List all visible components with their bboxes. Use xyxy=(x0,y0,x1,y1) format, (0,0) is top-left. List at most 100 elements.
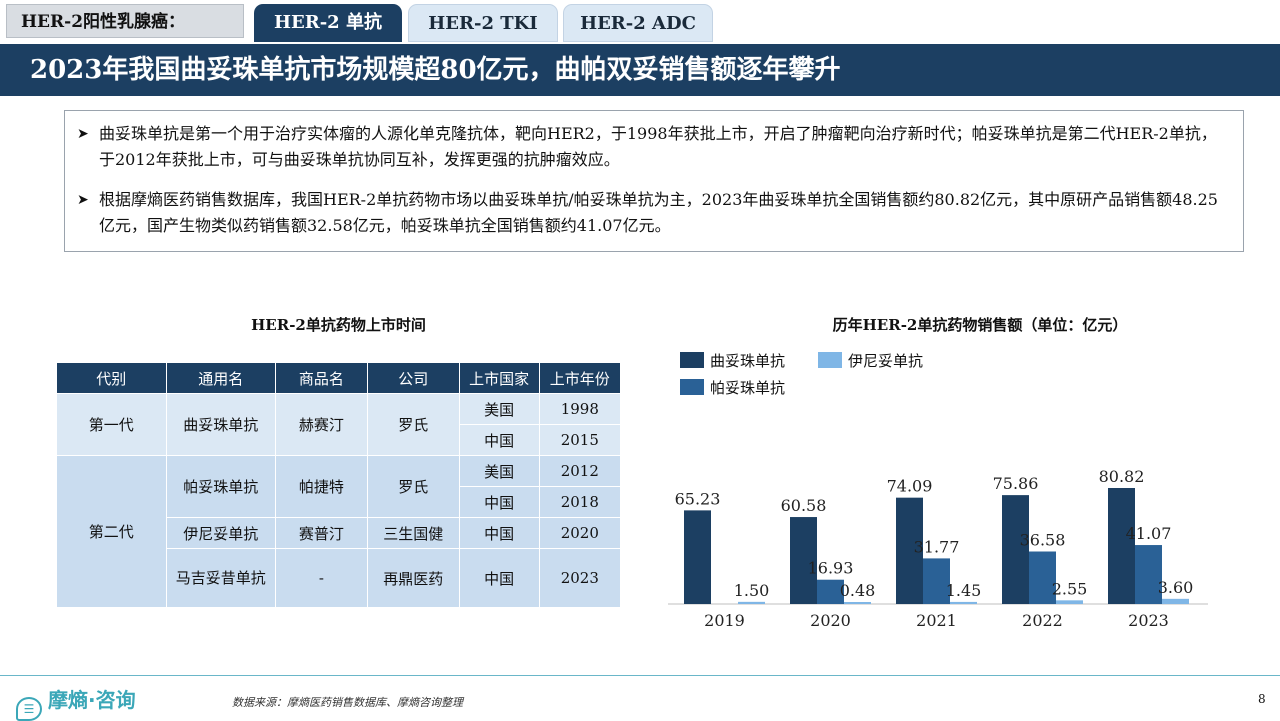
legend-item: 曲妥珠单抗 xyxy=(680,350,785,371)
year-cell: 2020 xyxy=(538,517,622,549)
data-label: 41.07 xyxy=(1126,524,1172,543)
bar-2-2020 xyxy=(844,602,871,604)
page-number: 8 xyxy=(1258,692,1266,706)
topic-label: HER-2阳性乳腺癌： xyxy=(6,4,244,38)
company-cell: 三生国健 xyxy=(366,517,460,549)
legend-swatch xyxy=(818,352,842,368)
bar-2-2023 xyxy=(1162,598,1189,604)
brand-cell: 赫赛汀 xyxy=(275,393,368,456)
country-cell: 中国 xyxy=(458,424,540,456)
col-header: 上市年份 xyxy=(538,362,622,394)
legend-item: 伊尼妥单抗 xyxy=(818,350,923,371)
table-row: 中国 2015 xyxy=(57,424,622,456)
table-row: 马吉妥昔单抗 - 再鼎医药 中国 2023 xyxy=(57,548,622,608)
x-tick-label: 2021 xyxy=(916,611,957,630)
bullet-item: ➤ 根据摩熵医药销售数据库，我国HER-2单抗药物市场以曲妥珠单抗/帕妥珠单抗为… xyxy=(77,187,1229,239)
footer-divider xyxy=(0,675,1280,676)
chart-title: 历年HER-2单抗药物销售额（单位：亿元） xyxy=(832,316,1128,334)
sales-bar-chart: 65.23 1.50 2019 60.58 16.93 0.48 2020 74.09 31.7… xyxy=(668,467,1208,630)
x-tick-label: 2019 xyxy=(704,611,745,630)
bar-2-2022 xyxy=(1056,600,1083,604)
brand-cell: - xyxy=(275,548,368,608)
page-title: 2023年我国曲妥珠单抗市场规模超80亿元，曲帕双妥销售额逐年攀升 xyxy=(0,44,1280,96)
table-row: 第一代 曲妥珠单抗 赫赛汀 罗氏 美国 1998 xyxy=(56,393,622,456)
bar-0-2022 xyxy=(1002,495,1029,604)
table-row: 伊尼妥单抗 赛普汀 三生国健 中国 2020 xyxy=(57,517,622,549)
col-header: 上市国家 xyxy=(458,362,540,394)
arrow-bullet-icon: ➤ xyxy=(77,126,89,142)
data-label: 16.93 xyxy=(808,559,854,578)
data-label: 60.58 xyxy=(781,496,827,515)
data-label: 0.48 xyxy=(840,581,876,600)
company-logo: ☰ 摩熵·咨询 xyxy=(16,684,136,721)
summary-box: ➤ 曲妥珠单抗是第一个用于治疗实体瘤的人源化单克隆抗体，靶向HER2，于1998… xyxy=(64,110,1244,252)
bullet-text: 曲妥珠单抗是第一个用于治疗实体瘤的人源化单克隆抗体，靶向HER2，于1998年获… xyxy=(99,124,1217,169)
legend-label: 伊尼妥单抗 xyxy=(848,352,924,370)
data-label: 31.77 xyxy=(914,537,960,556)
data-label: 80.82 xyxy=(1099,467,1145,486)
data-source: 数据来源：摩熵医药销售数据库、摩熵咨询整理 xyxy=(232,696,463,709)
tab-her2-tki[interactable]: HER-2 TKI xyxy=(408,4,558,42)
country-cell: 美国 xyxy=(458,393,540,425)
bullet-item: ➤ 曲妥珠单抗是第一个用于治疗实体瘤的人源化单克隆抗体，靶向HER2，于1998… xyxy=(77,121,1229,173)
bar-2-2019 xyxy=(738,601,765,604)
legend-label: 曲妥珠单抗 xyxy=(710,352,786,370)
x-tick-label: 2023 xyxy=(1128,611,1169,630)
year-cell: 2015 xyxy=(538,424,622,456)
col-header: 公司 xyxy=(366,362,460,394)
year-cell: 1998 xyxy=(538,393,622,425)
generic-name-cell: 帕妥珠单抗 xyxy=(165,455,277,518)
legend-swatch xyxy=(680,352,704,368)
company-cell: 再鼎医药 xyxy=(366,548,460,608)
year-cell: 2023 xyxy=(538,548,622,608)
x-tick-label: 2022 xyxy=(1022,611,1063,630)
tab-her2-mab[interactable]: HER-2 单抗 xyxy=(254,4,402,42)
table-header-row: 代别 通用名 商品名 公司 上市国家 上市年份 xyxy=(56,362,622,394)
legend-label: 帕妥珠单抗 xyxy=(710,379,786,397)
x-tick-label: 2020 xyxy=(810,611,851,630)
table-row: 第二代 帕妥珠单抗 帕捷特 罗氏 美国 2012 xyxy=(56,455,622,608)
company-cell: 罗氏 xyxy=(366,455,460,518)
legend-swatch xyxy=(680,379,704,395)
generation-cell: 第一代 xyxy=(56,393,167,456)
bar-1-2020 xyxy=(817,579,844,604)
legend-item: 帕妥珠单抗 xyxy=(680,377,785,398)
brand-cell: 赛普汀 xyxy=(275,517,368,549)
col-header: 通用名 xyxy=(165,362,277,394)
data-label: 65.23 xyxy=(675,489,721,508)
country-cell: 中国 xyxy=(458,517,540,549)
data-label: 2.55 xyxy=(1052,579,1088,598)
arrow-bullet-icon: ➤ xyxy=(77,192,89,208)
data-label: 3.60 xyxy=(1158,578,1194,597)
data-label: 75.86 xyxy=(993,474,1039,493)
col-header: 代别 xyxy=(56,362,167,394)
bar-1-2022 xyxy=(1029,551,1056,604)
bar-1-2021 xyxy=(923,558,950,604)
brand-cell: 帕捷特 xyxy=(275,455,368,518)
year-cell: 2018 xyxy=(538,486,622,518)
generic-name-cell: 马吉妥昔单抗 xyxy=(165,548,277,608)
year-cell: 2012 xyxy=(538,455,622,487)
bar-0-2020 xyxy=(790,517,817,604)
header-tabs: HER-2阳性乳腺癌： HER-2 单抗 HER-2 TKI HER-2 ADC xyxy=(0,0,1280,44)
country-cell: 中国 xyxy=(458,486,540,518)
table-title: HER-2单抗药物上市时间 xyxy=(251,316,426,334)
data-label: 1.50 xyxy=(734,581,770,600)
bullet-text: 根据摩熵医药销售数据库，我国HER-2单抗药物市场以曲妥珠单抗/帕妥珠单抗为主，… xyxy=(99,190,1218,235)
data-label: 1.45 xyxy=(946,581,982,600)
bar-0-2021 xyxy=(896,497,923,604)
drug-launch-table: 代别 通用名 商品名 公司 上市国家 上市年份 第一代 曲妥珠单抗 赫赛汀 罗氏… xyxy=(56,362,622,608)
company-cell: 罗氏 xyxy=(366,393,460,456)
country-cell: 中国 xyxy=(458,548,540,608)
generic-name-cell: 伊尼妥单抗 xyxy=(165,517,277,549)
tab-her2-adc[interactable]: HER-2 ADC xyxy=(563,4,713,42)
data-label: 36.58 xyxy=(1020,530,1066,549)
data-label: 74.09 xyxy=(887,477,933,496)
col-header: 商品名 xyxy=(275,362,368,394)
country-cell: 美国 xyxy=(458,455,540,487)
generation-cell: 第二代 xyxy=(56,455,167,608)
bar-1-2023 xyxy=(1135,545,1162,604)
bar-0-2023 xyxy=(1108,488,1135,604)
generic-name-cell: 曲妥珠单抗 xyxy=(165,393,277,456)
bar-0-2019 xyxy=(684,510,711,604)
